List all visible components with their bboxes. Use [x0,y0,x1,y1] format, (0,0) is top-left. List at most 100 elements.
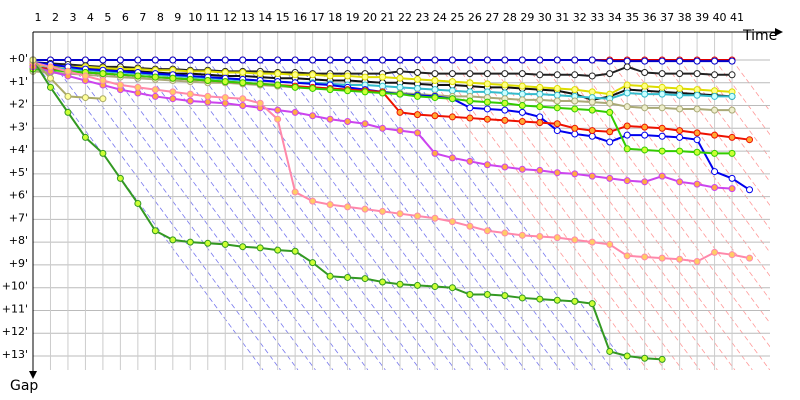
data-point [728,106,736,114]
y-tick-label: +8' [9,234,28,247]
data-point [553,296,561,304]
data-point [448,56,456,64]
x-tick-label: 28 [503,11,517,24]
data-point [711,106,719,114]
lap-reference-line [242,60,474,370]
data-point [99,149,107,157]
data-point [746,136,754,144]
lap-reference-line [347,60,578,370]
data-point [676,84,684,92]
x-tick-label: 16 [293,11,307,24]
data-point [344,72,352,80]
data-point [501,116,509,124]
data-point [239,102,247,110]
data-point [483,161,491,169]
data-point [623,145,631,153]
y-tick-label: +5' [9,166,28,179]
data-point [361,73,369,81]
x-tick-label: 35 [625,11,639,24]
lap-reference-line [434,60,666,370]
data-point [186,75,194,83]
data-point [518,96,526,104]
data-point [361,205,369,213]
data-point [116,174,124,182]
data-point [553,169,561,177]
data-point [571,56,579,64]
data-point [623,81,631,89]
data-point [221,78,229,86]
x-tick-label: 24 [433,11,447,24]
lap-reference-line [207,60,439,370]
data-point [483,98,491,106]
x-tick-label: 9 [174,11,181,24]
data-point [274,70,282,78]
data-point [676,255,684,263]
y-tick-label: +9' [9,257,28,270]
data-point [448,154,456,162]
x-tick-label: 40 [713,11,727,24]
data-point [571,97,579,105]
data-point [431,94,439,102]
data-point [169,88,177,96]
data-point [606,138,614,146]
data-point [291,56,299,64]
lap-reference-line [120,60,351,370]
data-point [396,83,404,91]
lap-reference-line [591,60,770,301]
data-point [221,240,229,248]
data-point [309,84,317,92]
data-point [221,69,229,77]
data-point [431,56,439,64]
data-point [693,70,701,78]
data-point [291,247,299,255]
data-point [501,229,509,237]
lap-reference-line [67,60,299,370]
data-point [274,56,282,64]
data-point [728,174,736,182]
data-point [431,283,439,291]
data-point [256,70,264,78]
data-point [711,248,719,256]
data-point [256,80,264,88]
data-point [379,89,387,97]
data-point [221,56,229,64]
data-point [658,90,666,98]
lap-reference-line [522,60,753,370]
data-point [658,124,666,132]
data-point [326,72,334,80]
data-point [536,71,544,79]
data-point [518,56,526,64]
data-point [501,99,509,107]
data-point [676,70,684,78]
lap-reference-line [172,60,404,370]
data-point [413,92,421,100]
data-point [413,281,421,289]
x-tick-label: 30 [538,11,552,24]
data-point [151,86,159,94]
data-point [536,83,544,91]
data-point [483,70,491,78]
data-point [711,131,719,139]
data-point [379,278,387,286]
data-point [379,56,387,64]
data-point [466,291,474,299]
data-point [623,57,631,65]
data-point [309,112,317,120]
data-point [204,56,212,64]
data-point [606,57,614,65]
data-point [728,185,736,193]
data-point [501,106,509,114]
data-point [396,90,404,98]
data-point [658,57,666,65]
data-point [309,56,317,64]
data-point [379,82,387,90]
data-point [536,56,544,64]
data-point [588,88,596,96]
data-point [571,86,579,94]
data-point [553,97,561,105]
x-tick-label: 26 [468,11,482,24]
lap-reference-line [137,60,369,370]
data-point [728,71,736,79]
lap-reference-line [224,60,456,370]
data-point [361,120,369,128]
